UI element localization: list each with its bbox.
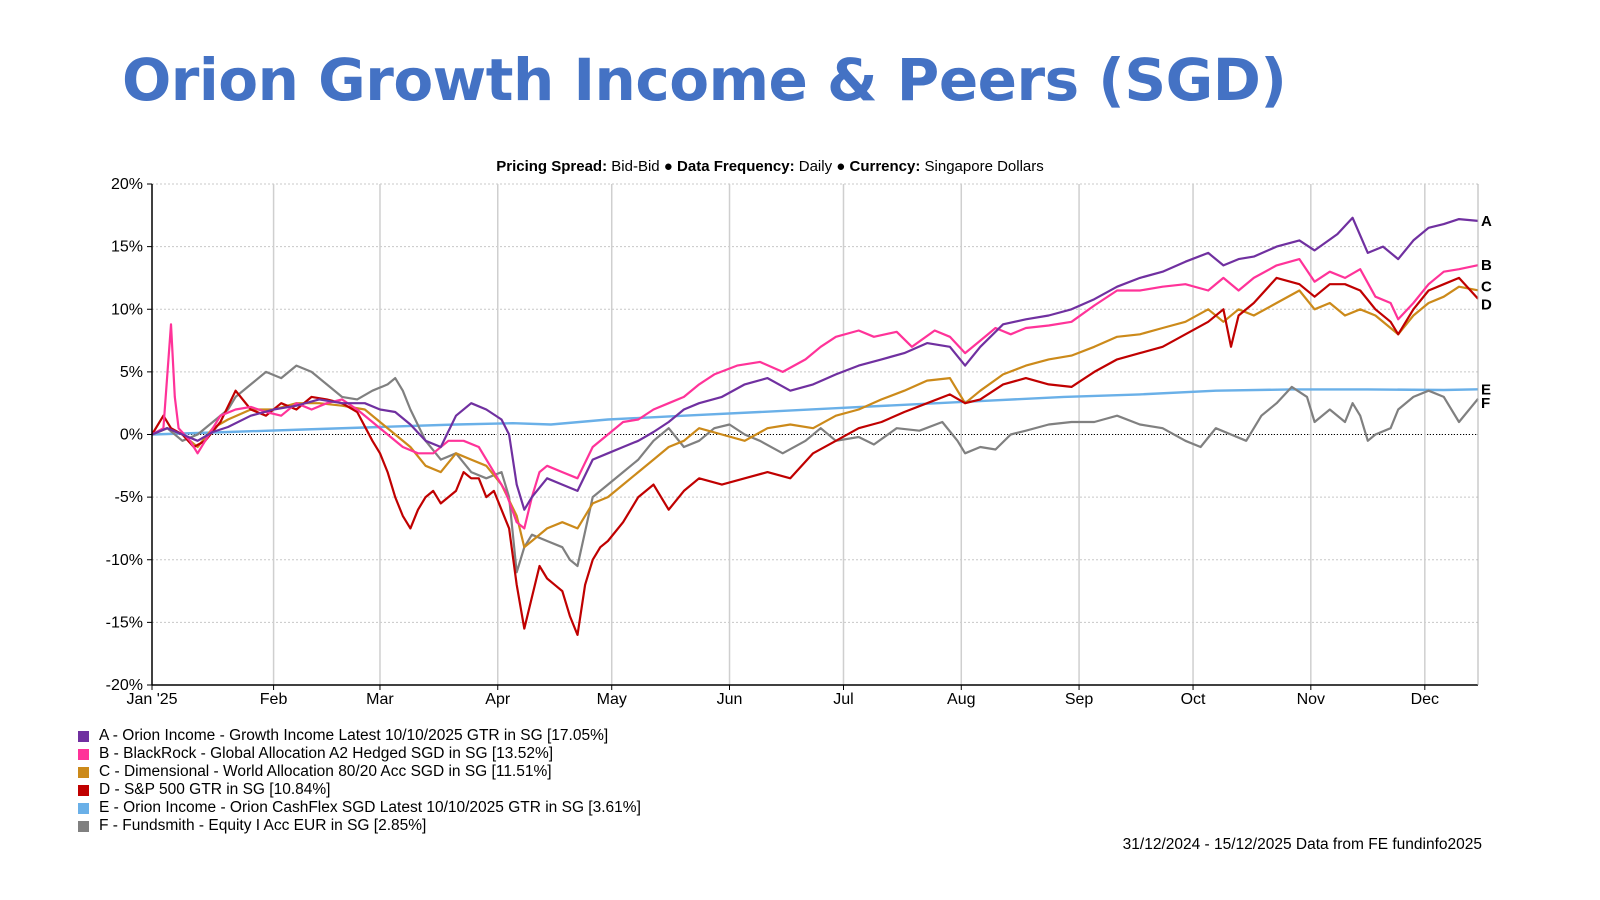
y-tick-label: -20% <box>106 677 143 694</box>
chart-settings-line: Pricing Spread: Bid-Bid ● Data Frequency… <box>0 158 1540 175</box>
separator-dot: ● <box>663 158 673 175</box>
chart-axes: 20% 15% 10% 5% 0% -5% -10% -15% -20%Jan '25 Feb Ma… <box>106 176 1479 708</box>
series-line-e <box>151 388 1479 436</box>
series-line-f <box>151 364 1479 574</box>
y-tick-label: -15% <box>106 614 143 631</box>
legend-swatch <box>78 802 89 814</box>
legend-label: F - Fundsmith - Equity I Acc EUR in SG [… <box>99 817 427 834</box>
legend-item: F - Fundsmith - Equity I Acc EUR in SG [… <box>78 817 641 835</box>
x-tick-label: May <box>597 691 627 708</box>
x-tick-label: Mar <box>366 691 394 708</box>
legend-swatch <box>78 766 89 778</box>
series-end-label-f: F <box>1481 395 1490 412</box>
x-tick-label: Jun <box>717 691 743 708</box>
y-tick-label: 10% <box>111 301 143 318</box>
chart-grid <box>152 183 1478 686</box>
chart-end-labels: EF CD B A <box>1481 213 1492 412</box>
currency-value: Singapore Dollars <box>924 158 1044 175</box>
pricing-spread-label: Pricing Spread: <box>496 158 608 175</box>
legend-item: B - BlackRock - Global Allocation A2 Hed… <box>78 745 641 763</box>
legend-label: A - Orion Income - Growth Income Latest … <box>99 727 609 744</box>
separator-dot: ● <box>836 158 846 175</box>
series-line-a <box>151 216 1479 511</box>
chart-legend: A - Orion Income - Growth Income Latest … <box>78 727 641 835</box>
y-tick-label: 0% <box>120 427 143 444</box>
y-tick-label: -10% <box>106 552 143 569</box>
x-tick-label: Nov <box>1297 691 1325 708</box>
x-tick-label: Jan '25 <box>126 691 177 708</box>
data-source-note: 31/12/2024 - 15/12/2025 Data from FE fun… <box>1122 836 1482 853</box>
series-line-c <box>151 285 1479 549</box>
legend-item: E - Orion Income - Orion CashFlex SGD La… <box>78 799 641 817</box>
legend-label: C - Dimensional - World Allocation 80/20… <box>99 763 552 780</box>
y-tick-label: 20% <box>111 176 143 193</box>
x-tick-label: Feb <box>260 691 288 708</box>
series-line-d <box>151 276 1479 636</box>
chart-series <box>151 216 1479 636</box>
legend-item: A - Orion Income - Growth Income Latest … <box>78 727 641 745</box>
legend-swatch <box>78 784 89 796</box>
legend-item: C - Dimensional - World Allocation 80/20… <box>78 763 641 781</box>
series-end-label-c: C <box>1481 278 1492 295</box>
legend-label: B - BlackRock - Global Allocation A2 Hed… <box>99 745 554 762</box>
pricing-spread-value: Bid-Bid <box>611 158 660 175</box>
series-end-label-b: B <box>1481 257 1492 274</box>
x-tick-label: Dec <box>1411 691 1439 708</box>
series-end-label-a: A <box>1481 213 1492 230</box>
y-tick-label: 5% <box>120 364 143 381</box>
x-tick-label: Apr <box>485 691 511 708</box>
legend-swatch <box>78 748 89 760</box>
legend-label: D - S&P 500 GTR in SG [10.84%] <box>99 781 331 798</box>
series-end-label-d: D <box>1481 297 1492 314</box>
data-frequency-value: Daily <box>798 158 833 175</box>
x-tick-label: Aug <box>947 691 975 708</box>
x-tick-label: Jul <box>833 691 853 708</box>
legend-swatch <box>78 730 89 742</box>
series-end-label-e: E <box>1481 381 1491 398</box>
legend-item: D - S&P 500 GTR in SG [10.84%] <box>78 781 641 799</box>
data-frequency-label: Data Frequency: <box>677 158 795 175</box>
legend-swatch <box>78 820 89 832</box>
y-tick-label: 15% <box>111 239 143 256</box>
x-tick-label: Oct <box>1181 691 1206 708</box>
currency-label: Currency: <box>849 158 921 175</box>
legend-label: E - Orion Income - Orion CashFlex SGD La… <box>99 799 641 816</box>
series-line-b <box>151 258 1479 530</box>
y-tick-label: -5% <box>115 489 143 506</box>
x-tick-label: Sep <box>1065 691 1094 708</box>
page-title: Orion Growth Income & Peers (SGD) <box>122 46 1287 114</box>
